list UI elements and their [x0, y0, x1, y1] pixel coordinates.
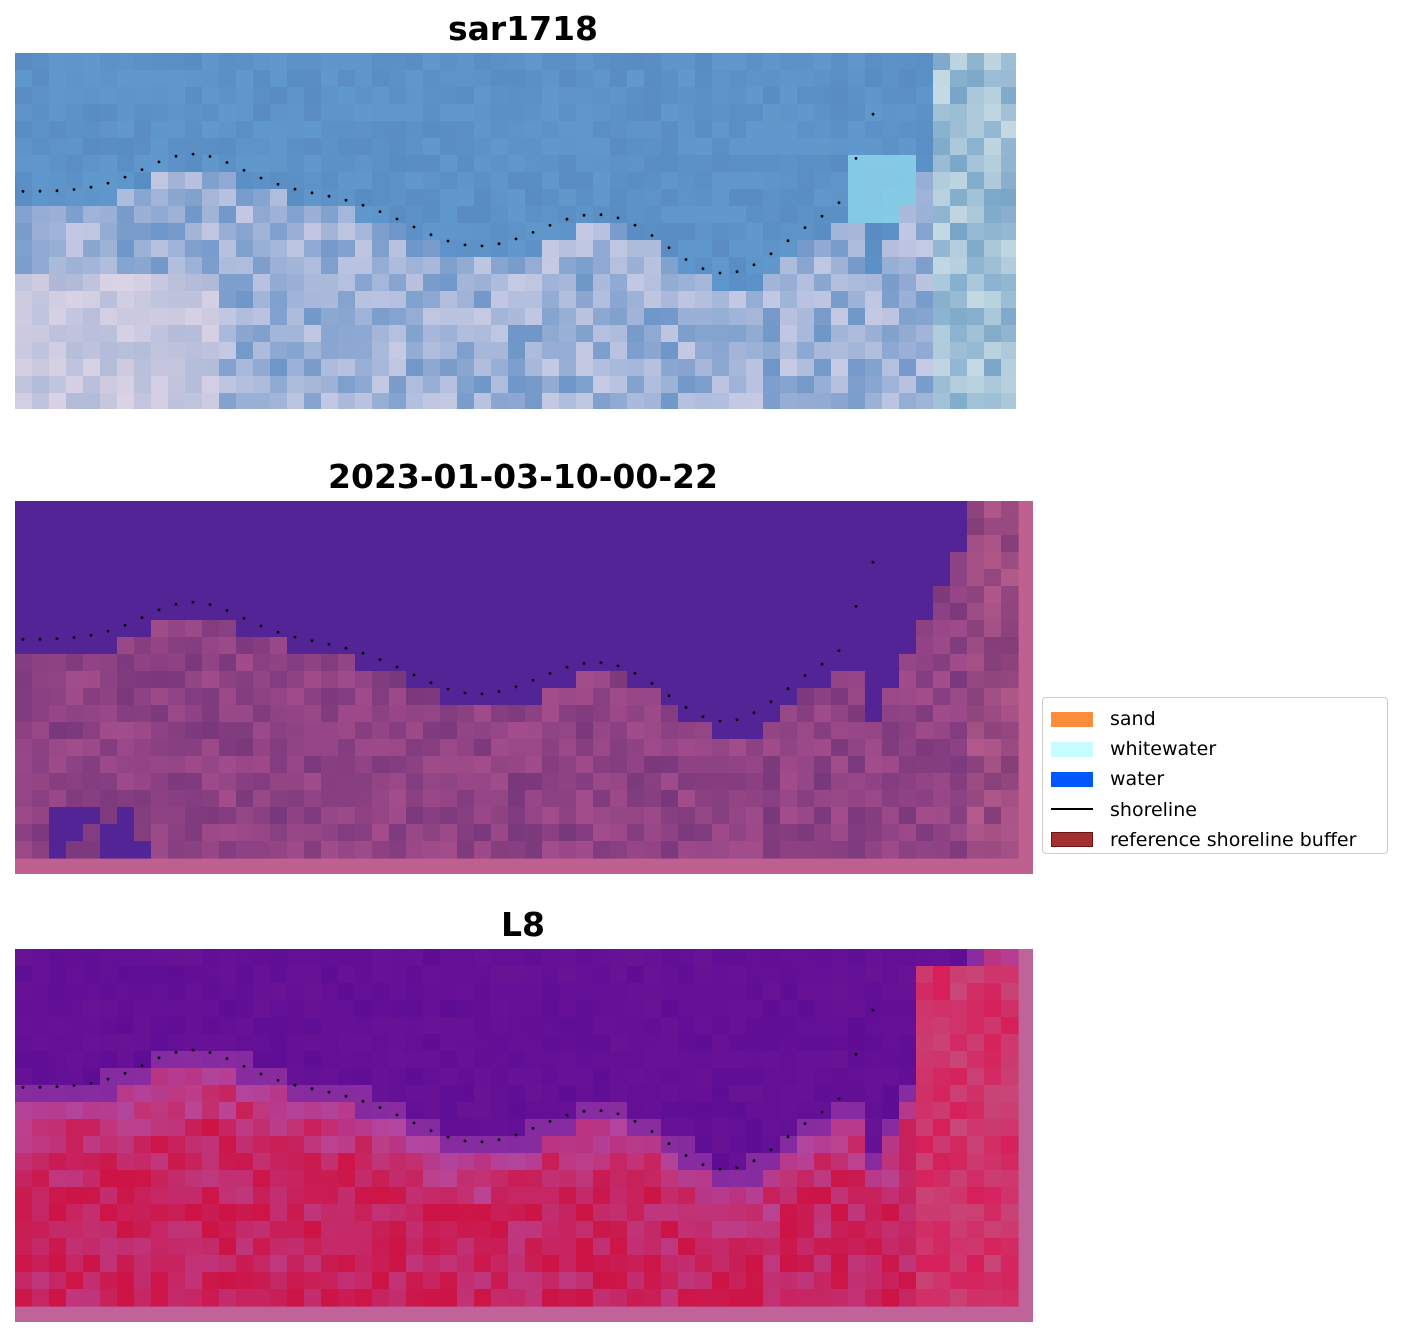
water-swatch-icon [1051, 771, 1093, 787]
index-image-panel [15, 949, 1033, 1322]
legend-item-water: water [1051, 764, 1379, 794]
legend: sand whitewater water shoreline referenc… [1042, 697, 1388, 854]
legend-label: whitewater [1110, 738, 1217, 761]
panel-title-l8: L8 [501, 905, 545, 944]
classified-image [15, 501, 1033, 874]
legend-label: shoreline [1110, 798, 1197, 821]
legend-item-sand: sand [1051, 704, 1379, 734]
index-image [15, 949, 1033, 1322]
legend-item-whitewater: whitewater [1051, 734, 1379, 764]
legend-item-reference-buffer: reference shoreline buffer [1051, 825, 1379, 855]
sand-swatch-icon [1051, 711, 1093, 727]
panel-title-classified: 2023-01-03-10-00-22 [328, 457, 718, 496]
reference-buffer-swatch-icon [1051, 832, 1093, 848]
legend-label: sand [1110, 708, 1156, 731]
legend-label: water [1110, 768, 1165, 791]
rgb-image [15, 53, 1016, 409]
panel-title-rgb: sar1718 [447, 9, 599, 48]
rgb-image-panel [15, 53, 1016, 409]
legend-label: reference shoreline buffer [1110, 828, 1357, 851]
shoreline-line-icon [1051, 802, 1093, 817]
whitewater-swatch-icon [1051, 741, 1093, 757]
classified-image-panel [15, 501, 1033, 874]
legend-item-shoreline: shoreline [1051, 795, 1379, 825]
